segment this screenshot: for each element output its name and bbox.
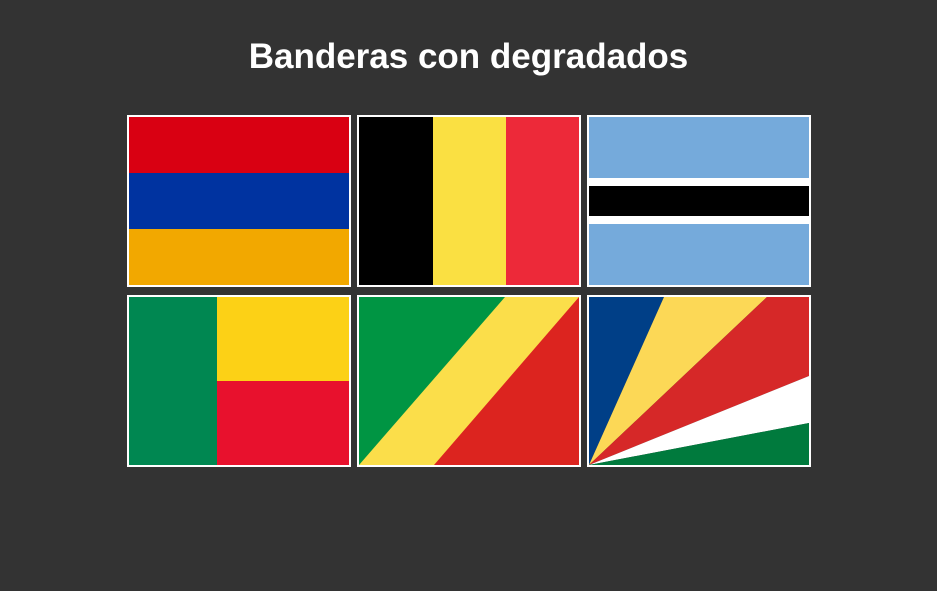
congo-red-triangle (434, 297, 579, 465)
armenia-flag-graphic (129, 117, 349, 285)
flag-armenia (127, 115, 351, 287)
belgium-red-band (506, 117, 579, 285)
belgium-black-band (359, 117, 433, 285)
botswana-flag-graphic (589, 117, 809, 285)
benin-flag-graphic (129, 297, 349, 465)
armenia-orange-stripe (129, 229, 349, 285)
benin-yellow-band (217, 297, 349, 381)
seychelles-green-ray (589, 423, 809, 465)
flag-seychelles (587, 295, 811, 467)
flag-belgium (357, 115, 581, 287)
seychelles-flag-graphic (589, 297, 809, 465)
botswana-black-stripe (589, 186, 809, 216)
armenia-blue-stripe (129, 173, 349, 229)
flag-benin (127, 295, 351, 467)
armenia-red-stripe (129, 117, 349, 173)
flag-congo (357, 295, 581, 467)
flag-botswana (587, 115, 811, 287)
benin-red-band (217, 381, 349, 465)
congo-flag-graphic (359, 297, 579, 465)
belgium-flag-graphic (359, 117, 579, 285)
belgium-yellow-band (433, 117, 506, 285)
congo-green-triangle (359, 297, 505, 465)
seychelles-red-ray (589, 297, 809, 465)
seychelles-white-ray (589, 376, 809, 465)
page-title: Banderas con degradados (248, 37, 689, 76)
benin-green-band (129, 297, 217, 465)
